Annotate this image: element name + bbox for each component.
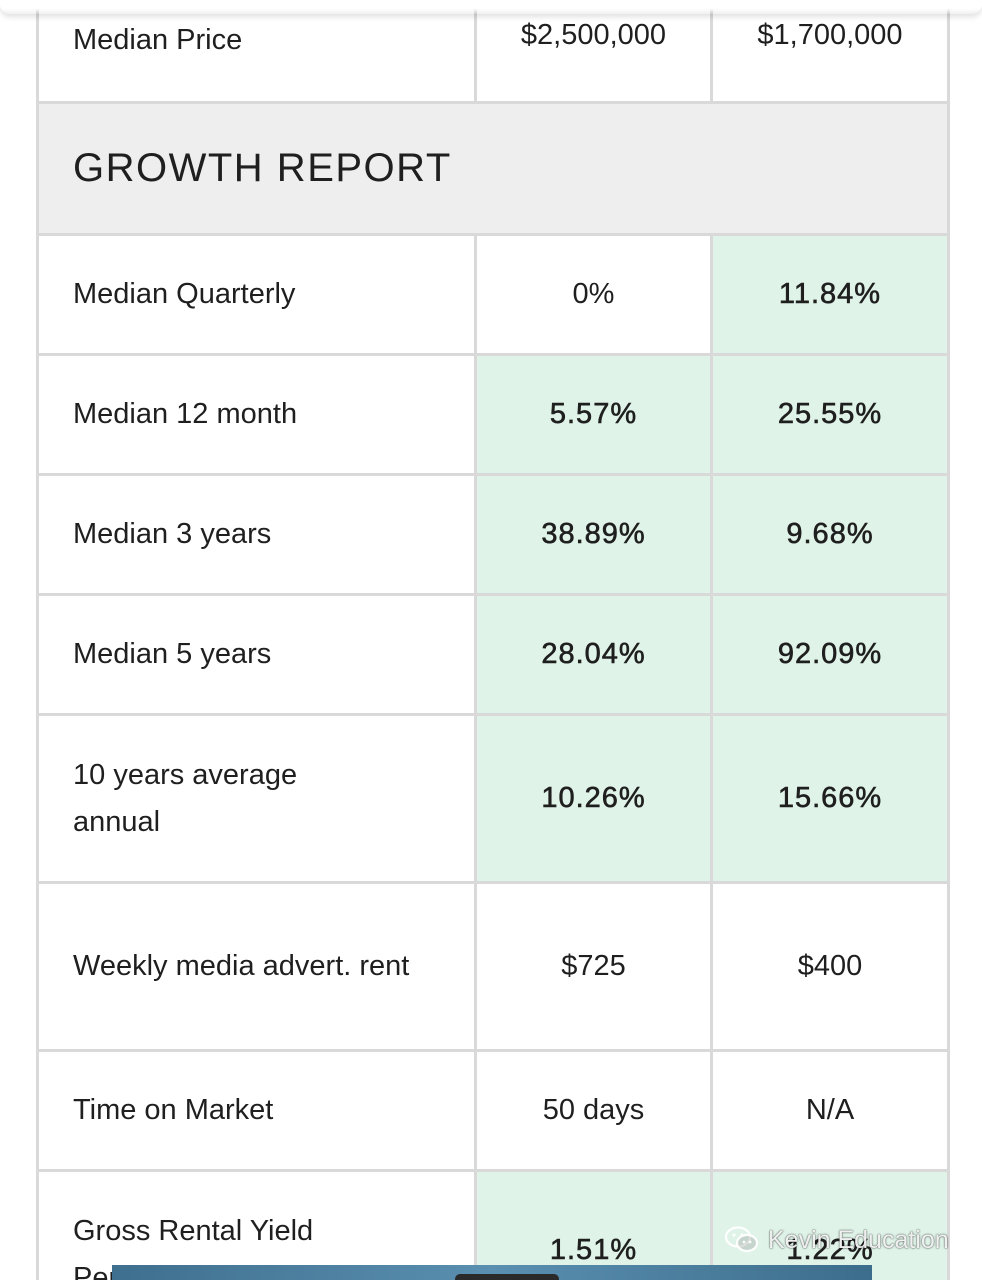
table-row: Weekly media advert. rent $725 $400 xyxy=(36,881,950,1052)
table-row: Median 5 years 28.04% 92.09% xyxy=(36,593,950,716)
row-value-col2: 25.55% xyxy=(710,353,950,476)
gesture-handle[interactable] xyxy=(455,1274,559,1280)
row-value-col2: 92.09% xyxy=(710,593,950,716)
table-row-median-price: Median Price $2,500,000 $1,700,000 xyxy=(36,0,950,104)
row-label: Median Price xyxy=(36,0,477,104)
row-value-col1: 50 days xyxy=(474,1049,713,1172)
row-value-col2: 11.84% xyxy=(710,233,950,356)
watermark-text: Kevin Education xyxy=(768,1225,949,1254)
bottom-navigation-bar xyxy=(112,1265,872,1280)
watermark: Kevin Education xyxy=(724,1222,949,1258)
row-label: Median Quarterly xyxy=(36,233,477,356)
row-value-col2: 15.66% xyxy=(710,713,950,884)
row-label: Median 5 years xyxy=(36,593,477,716)
section-header-row: GROWTH REPORT xyxy=(36,101,950,236)
table-row: Time on Market 50 days N/A xyxy=(36,1049,950,1172)
table-row: Median Quarterly 0% 11.84% xyxy=(36,233,950,356)
table-row: 10 years average annual 10.26% 15.66% xyxy=(36,713,950,884)
table-row: Median 3 years 38.89% 9.68% xyxy=(36,473,950,596)
section-title: GROWTH REPORT xyxy=(36,101,950,236)
row-label: Time on Market xyxy=(36,1049,477,1172)
growth-report-table: Median Price $2,500,000 $1,700,000 GROWT… xyxy=(36,0,950,1280)
table-row: Median 12 month 5.57% 25.55% xyxy=(36,353,950,476)
row-value-col2: N/A xyxy=(710,1049,950,1172)
table-row: Gross Rental Yield Percent 1.51% 1.22% xyxy=(36,1169,950,1280)
row-value-col2: $1,700,000 xyxy=(710,0,950,104)
row-value-col1: 38.89% xyxy=(474,473,713,596)
wechat-icon xyxy=(724,1226,759,1253)
row-value-col1: 1.51% xyxy=(474,1169,713,1280)
row-label: 10 years average annual xyxy=(36,713,477,884)
row-value-col2: 1.22% xyxy=(710,1169,950,1280)
row-label: Gross Rental Yield Percent xyxy=(36,1169,477,1280)
row-value-col1: 0% xyxy=(474,233,713,356)
row-value-col1: $2,500,000 xyxy=(474,0,713,104)
row-value-col1: $725 xyxy=(474,881,713,1052)
row-value-col1: 10.26% xyxy=(474,713,713,884)
row-value-col1: 5.57% xyxy=(474,353,713,476)
top-app-bar-shadow xyxy=(0,0,982,14)
row-label: Median 3 years xyxy=(36,473,477,596)
row-label: Median 12 month xyxy=(36,353,477,476)
row-value-col2: 9.68% xyxy=(710,473,950,596)
row-label: Weekly media advert. rent xyxy=(36,881,477,1052)
row-value-col2: $400 xyxy=(710,881,950,1052)
row-value-col1: 28.04% xyxy=(474,593,713,716)
